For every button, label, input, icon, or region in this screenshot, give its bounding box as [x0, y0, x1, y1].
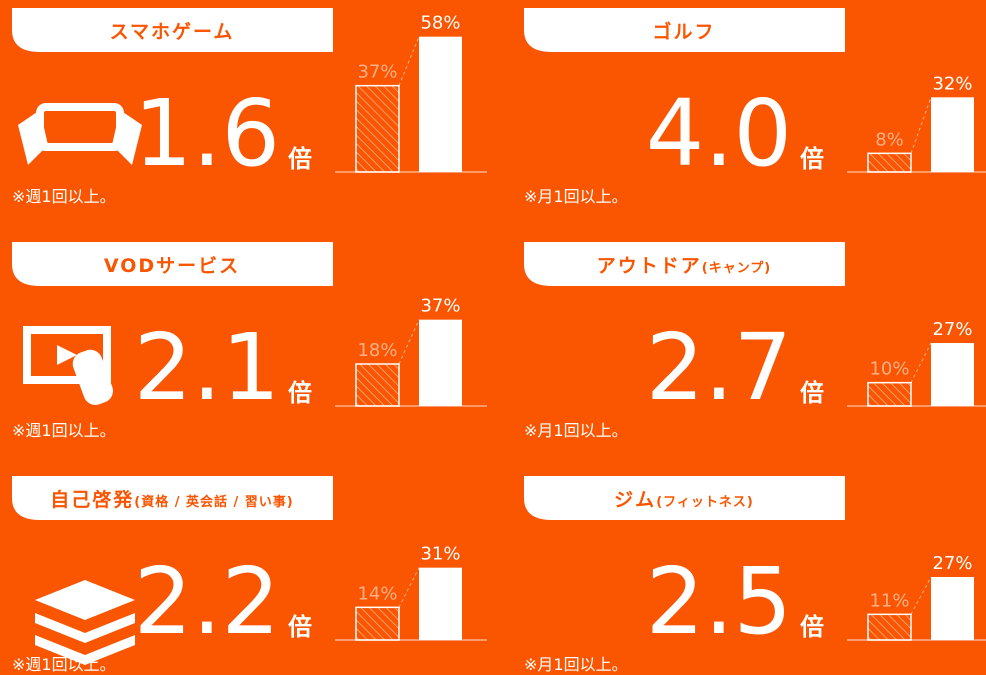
panel: 自己啓発(資格 / 英会話 / 習い事) 2.2 倍 ※週1回以上。 14% 31%	[12, 476, 487, 674]
icon	[18, 103, 142, 165]
bar-after	[931, 97, 974, 172]
title-banner	[12, 476, 333, 520]
title-main: ゴルフ	[652, 20, 715, 43]
panel-title: アウトドア(キャンプ)	[597, 255, 772, 277]
value-label: 11%	[869, 590, 909, 611]
title-main: アウトドア	[597, 255, 702, 277]
bar-after	[419, 567, 462, 640]
connector	[910, 342, 932, 383]
connector	[398, 319, 420, 365]
bar-before	[867, 613, 912, 641]
connector	[398, 567, 420, 608]
title-banner	[524, 242, 845, 286]
bar-before	[867, 381, 912, 407]
value-label: 32%	[932, 73, 972, 94]
note: ※週1回以上。	[12, 655, 116, 674]
panel: ジム(フィットネス) 2.5 倍 ※月1回以上。 11% 27%	[524, 476, 986, 674]
multiplier-unit: 倍	[288, 145, 312, 173]
note: ※月1回以上。	[524, 187, 628, 206]
note: ※週1回以上。	[12, 187, 116, 206]
bar-after	[931, 343, 974, 406]
title-banner	[524, 476, 845, 520]
value-label: 58%	[420, 13, 460, 34]
icon	[35, 580, 135, 665]
bar-after	[419, 319, 462, 406]
note: ※週1回以上。	[12, 421, 116, 440]
bar-before	[867, 152, 912, 173]
title-banner	[524, 8, 845, 52]
value-label: 8%	[875, 129, 904, 150]
value-label: 37%	[420, 296, 460, 317]
bar-after	[419, 36, 462, 172]
multiplier: 2.1	[134, 314, 280, 421]
panel: スマホゲーム 1.6 倍 ※週1回以上。 37% 58%	[12, 8, 487, 206]
panel-title: スマホゲーム	[110, 21, 235, 43]
panel-title: 自己啓発(資格 / 英会話 / 習い事)	[50, 488, 294, 511]
title-banner	[12, 8, 333, 52]
panel: ゴルフ 4.0 倍 ※月1回以上。 8% 32%	[524, 8, 986, 206]
connector	[910, 97, 932, 154]
value-label: 27%	[932, 553, 972, 574]
value-label: 27%	[932, 319, 972, 340]
multiplier-unit: 倍	[800, 613, 824, 641]
multiplier: 4.0	[646, 80, 792, 187]
multiplier-unit: 倍	[288, 613, 312, 641]
title-main: スマホゲーム	[110, 21, 235, 43]
title-main: ジム	[614, 489, 656, 511]
note: ※月1回以上。	[524, 655, 628, 674]
value-label: 37%	[357, 62, 397, 83]
title-sub: (フィットネス)	[656, 495, 754, 510]
bar-before	[355, 606, 400, 641]
multiplier-unit: 倍	[288, 379, 312, 407]
value-label: 18%	[357, 340, 397, 361]
panel: アウトドア(キャンプ) 2.7 倍 ※月1回以上。 10% 27%	[524, 242, 986, 440]
panel-title: ゴルフ	[652, 20, 715, 43]
title-main: 自己啓発	[50, 488, 134, 511]
panel-title: VODサービス	[104, 255, 240, 277]
icon	[23, 326, 113, 405]
bar-before	[355, 84, 400, 173]
note: ※月1回以上。	[524, 421, 628, 440]
bar-before	[355, 363, 400, 407]
value-label: 10%	[869, 359, 909, 380]
panel: VODサービス 2.1 倍 ※週1回以上。 18% 37%	[12, 242, 487, 440]
multiplier: 1.6	[134, 80, 280, 187]
multiplier-unit: 倍	[800, 379, 824, 407]
multiplier: 2.5	[646, 548, 792, 655]
connector	[910, 576, 932, 615]
panel-title: ジム(フィットネス)	[614, 489, 754, 511]
value-label: 31%	[420, 544, 460, 565]
connector	[398, 36, 420, 86]
multiplier-unit: 倍	[800, 145, 824, 173]
title-sub: (キャンプ)	[702, 261, 772, 276]
title-banner	[12, 242, 333, 286]
multiplier: 2.7	[646, 314, 792, 421]
title-main: VODサービス	[104, 255, 240, 277]
value-label: 14%	[357, 583, 397, 604]
multiplier: 2.2	[134, 548, 280, 655]
bar-after	[931, 577, 974, 640]
title-sub: (資格 / 英会話 / 習い事)	[134, 494, 293, 510]
